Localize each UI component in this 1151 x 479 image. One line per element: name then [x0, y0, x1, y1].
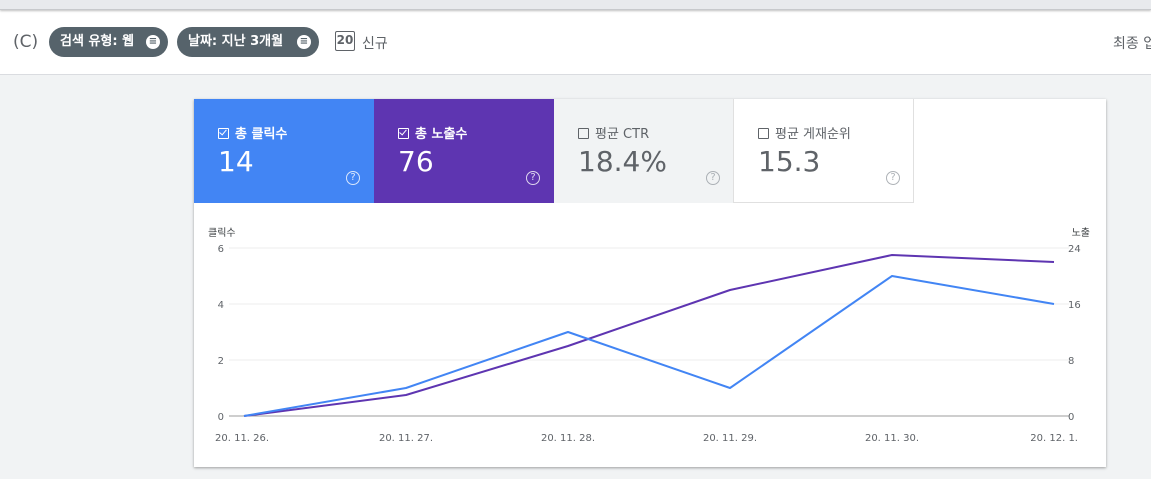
performance-card: 총 클릭수 14 ? 총 노출수 76 ? 평균 CTR 18.4% ? 평균 …: [194, 99, 1106, 467]
help-icon[interactable]: ?: [526, 171, 540, 185]
top-bar-edge: [0, 0, 1151, 10]
right-tick-label: 16: [1068, 300, 1081, 311]
checkbox-icon[interactable]: [218, 128, 229, 139]
metric-label-text: 총 클릭수: [235, 127, 288, 142]
filter-chip-date[interactable]: 날짜: 지난 3개월 ≡: [177, 27, 319, 57]
x-tick-label: 20. 11. 26.: [215, 433, 269, 444]
series-lines: [243, 254, 1055, 417]
x-tick-label: 20. 12. 1.: [1030, 433, 1078, 444]
metric-label: 총 노출수: [398, 123, 467, 142]
metric-tile-impressions[interactable]: 총 노출수 76 ?: [374, 99, 554, 203]
right-tick-label: 24: [1068, 244, 1081, 255]
help-icon[interactable]: ?: [346, 171, 360, 185]
right-tick-label: 0: [1068, 412, 1074, 423]
metric-tile-ctr[interactable]: 평균 CTR 18.4% ?: [554, 99, 734, 203]
filter-chip-label: 날짜: 지난 3개월: [188, 34, 284, 49]
help-icon[interactable]: ?: [886, 171, 900, 185]
right-tick-label: 8: [1068, 356, 1074, 367]
paren-label: (C): [13, 32, 39, 52]
metric-tile-position[interactable]: 평균 게재순위 15.3 ?: [734, 99, 914, 203]
metric-label: 총 클릭수: [218, 123, 287, 142]
left-tick-label: 6: [218, 244, 224, 255]
metric-value: 18.4%: [578, 145, 667, 178]
x-tick-label: 20. 11. 29.: [703, 433, 757, 444]
checkbox-icon[interactable]: [578, 128, 589, 139]
axis-ticks: 0 0 2 8 4 16 6 24 20. 11. 26. 20. 11. 27. 20. 11. …: [215, 244, 1081, 444]
new-filter-icon[interactable]: 20: [335, 31, 355, 51]
metric-label: 평균 게재순위: [758, 123, 851, 142]
last-updated-label: 최종 업: [1113, 36, 1151, 52]
new-filter-button[interactable]: 신규: [362, 36, 388, 52]
performance-chart: 클릭수 노출 0 0 2 8 4 16 6 24 20. 11. 26. 20. 11. 27. 2…: [208, 227, 1090, 444]
checkbox-icon[interactable]: [398, 128, 409, 139]
left-axis-label: 클릭수: [208, 227, 236, 239]
help-icon[interactable]: ?: [706, 171, 720, 185]
clicks-series-line[interactable]: [243, 275, 1055, 417]
impressions-series-line[interactable]: [243, 254, 1055, 417]
metric-label-text: 평균 게재순위: [775, 127, 851, 142]
filter-chip-label: 검색 유형: 웹: [60, 34, 135, 49]
left-tick-label: 0: [218, 412, 224, 423]
metric-tile-clicks[interactable]: 총 클릭수 14 ?: [194, 99, 374, 203]
metric-value: 14: [218, 145, 254, 178]
metric-label-text: 평균 CTR: [595, 127, 650, 142]
filter-menu-icon[interactable]: ≡: [146, 35, 160, 49]
grid: [229, 247, 1069, 417]
x-tick-label: 20. 11. 28.: [541, 433, 595, 444]
metric-value: 76: [398, 145, 434, 178]
left-tick-label: 2: [218, 356, 224, 367]
left-tick-label: 4: [218, 300, 224, 311]
metric-label: 평균 CTR: [578, 123, 649, 142]
metric-label-text: 총 노출수: [415, 127, 468, 142]
metric-value: 15.3: [758, 145, 821, 178]
top-bar: (C) 검색 유형: 웹 ≡ 날짜: 지난 3개월 ≡ 20 신규 최종 업: [0, 0, 1151, 75]
checkbox-icon[interactable]: [758, 128, 769, 139]
x-tick-label: 20. 11. 27.: [379, 433, 433, 444]
filter-row: (C) 검색 유형: 웹 ≡ 날짜: 지난 3개월 ≡ 20 신규 최종 업: [0, 26, 1151, 58]
filter-chip-search-type[interactable]: 검색 유형: 웹 ≡: [49, 27, 168, 57]
filter-menu-icon[interactable]: ≡: [297, 35, 311, 49]
right-axis-label: 노출: [1072, 227, 1090, 239]
x-tick-label: 20. 11. 30.: [865, 433, 919, 444]
